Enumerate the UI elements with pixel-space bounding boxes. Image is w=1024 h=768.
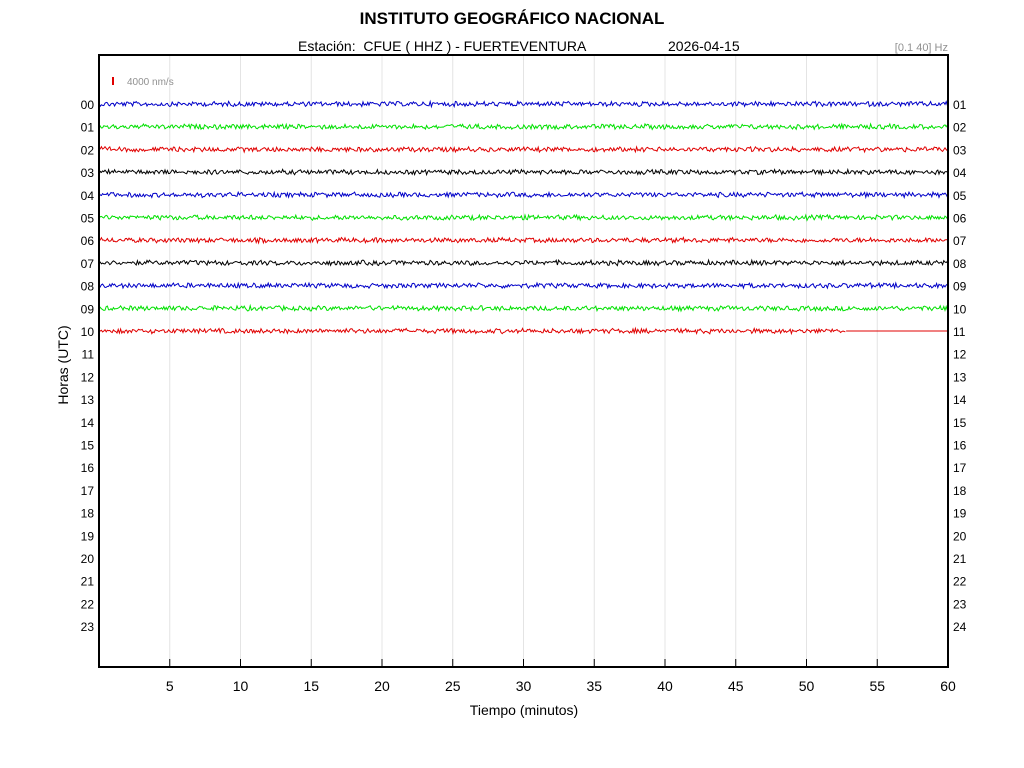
y-tick-label-left: 00 — [81, 98, 95, 112]
y-tick-label-right: 11 — [953, 325, 966, 339]
trace-hour-06 — [98, 236, 948, 245]
x-tick-label: 55 — [869, 678, 885, 694]
scale-label: 4000 nm/s — [127, 77, 174, 88]
y-tick-label-left: 04 — [81, 189, 95, 203]
page-title: INSTITUTO GEOGRÁFICO NACIONAL — [359, 9, 665, 28]
trace-hour-02 — [98, 145, 948, 154]
trace-hour-04 — [98, 190, 948, 200]
x-axis-label: Tiempo (minutos) — [470, 702, 578, 718]
y-tick-label-right: 17 — [953, 461, 967, 475]
y-tick-label-right: 10 — [953, 302, 967, 316]
y-tick-label-right: 12 — [953, 348, 967, 362]
x-tick-label: 20 — [374, 678, 390, 694]
y-tick-label-left: 11 — [82, 348, 95, 362]
y-tick-label-right: 23 — [953, 597, 967, 611]
station-label: Estación: CFUE ( HHZ ) - FUERTEVENTURA — [298, 38, 587, 54]
y-tick-label-left: 07 — [81, 257, 95, 271]
grid-lines — [169, 55, 878, 667]
y-tick-label-left: 14 — [81, 416, 95, 430]
x-tick-label: 5 — [166, 678, 174, 694]
y-tick-label-right: 02 — [953, 121, 967, 135]
y-tick-label-left: 21 — [81, 575, 95, 589]
amplitude-scale: 4000 nm/s — [112, 77, 174, 88]
y-tick-label-left: 16 — [81, 461, 95, 475]
y-tick-label-left: 23 — [81, 620, 95, 634]
y-tick-label-left: 03 — [81, 166, 95, 180]
seismic-traces — [98, 99, 948, 336]
x-tick-label: 15 — [303, 678, 319, 694]
y-tick-label-left: 20 — [81, 552, 95, 566]
trace-hour-07 — [98, 258, 948, 267]
y-tick-label-right: 15 — [953, 416, 967, 430]
x-tick-label: 45 — [728, 678, 744, 694]
y-tick-label-right: 14 — [953, 393, 967, 407]
y-tick-label-left: 18 — [81, 507, 95, 521]
scale-bar — [112, 77, 114, 85]
y-tick-label-left: 15 — [81, 439, 95, 453]
y-tick-label-right: 08 — [953, 257, 967, 271]
y-tick-label-right: 22 — [953, 575, 967, 589]
trace-hour-08 — [98, 281, 948, 290]
y-tick-label-right: 07 — [953, 234, 967, 248]
y-tick-label-left: 08 — [81, 280, 95, 294]
trace-hour-01 — [98, 122, 948, 131]
y-axis-label: Horas (UTC) — [55, 325, 71, 404]
y-tick-label-right: 04 — [953, 166, 967, 180]
y-tick-label-right: 24 — [953, 620, 967, 634]
y-tick-label-left: 09 — [81, 302, 95, 316]
y-tick-label-left: 10 — [81, 325, 95, 339]
y-tick-label-left: 19 — [81, 529, 95, 543]
y-tick-label-right: 20 — [953, 529, 967, 543]
filter-label: [0.1 40] Hz — [894, 42, 948, 54]
y-tick-label-left: 13 — [81, 393, 95, 407]
y-tick-label-left: 01 — [81, 121, 95, 135]
y-tick-label-left: 12 — [81, 370, 95, 384]
x-tick-label: 25 — [445, 678, 461, 694]
x-tick-label: 60 — [940, 678, 956, 694]
y-tick-label-right: 18 — [953, 484, 967, 498]
x-axis: 5 10 15 20 25 30 35 40 45 50 55 60 — [166, 659, 956, 694]
y-tick-label-left: 22 — [81, 597, 95, 611]
trace-hour-05 — [98, 213, 948, 222]
x-tick-label: 35 — [586, 678, 602, 694]
y-tick-label-right: 01 — [953, 98, 967, 112]
trace-hour-09 — [98, 303, 948, 313]
y-tick-label-left: 02 — [81, 143, 95, 157]
y-tick-label-right: 13 — [953, 370, 967, 384]
x-tick-label: 40 — [657, 678, 673, 694]
y-tick-label-left: 05 — [81, 212, 95, 226]
y-tick-label-right: 03 — [953, 143, 967, 157]
trace-hour-03 — [98, 167, 948, 177]
x-tick-label: 30 — [516, 678, 532, 694]
x-tick-label: 10 — [233, 678, 249, 694]
y-axis-right: 01 02 03 04 05 06 07 08 09 10 11 12 13 14 15 16 17 18 19 20… — [953, 98, 967, 634]
trace-hour-00 — [98, 99, 948, 109]
x-tick-label: 50 — [799, 678, 815, 694]
y-tick-label-right: 05 — [953, 189, 967, 203]
trace-hour-10 — [98, 326, 846, 336]
y-tick-label-right: 21 — [953, 552, 967, 566]
y-tick-label-right: 19 — [953, 507, 967, 521]
y-tick-label-right: 06 — [953, 212, 967, 226]
y-axis-left: 00 01 02 03 04 05 06 07 08 09 10 11 12 13 14 15 16 17 18 19… — [81, 98, 95, 634]
y-tick-label-right: 09 — [953, 280, 967, 294]
y-tick-label-left: 17 — [81, 484, 95, 498]
date-label: 2026-04-15 — [668, 38, 740, 54]
y-tick-label-left: 06 — [81, 234, 95, 248]
y-tick-label-right: 16 — [953, 439, 967, 453]
